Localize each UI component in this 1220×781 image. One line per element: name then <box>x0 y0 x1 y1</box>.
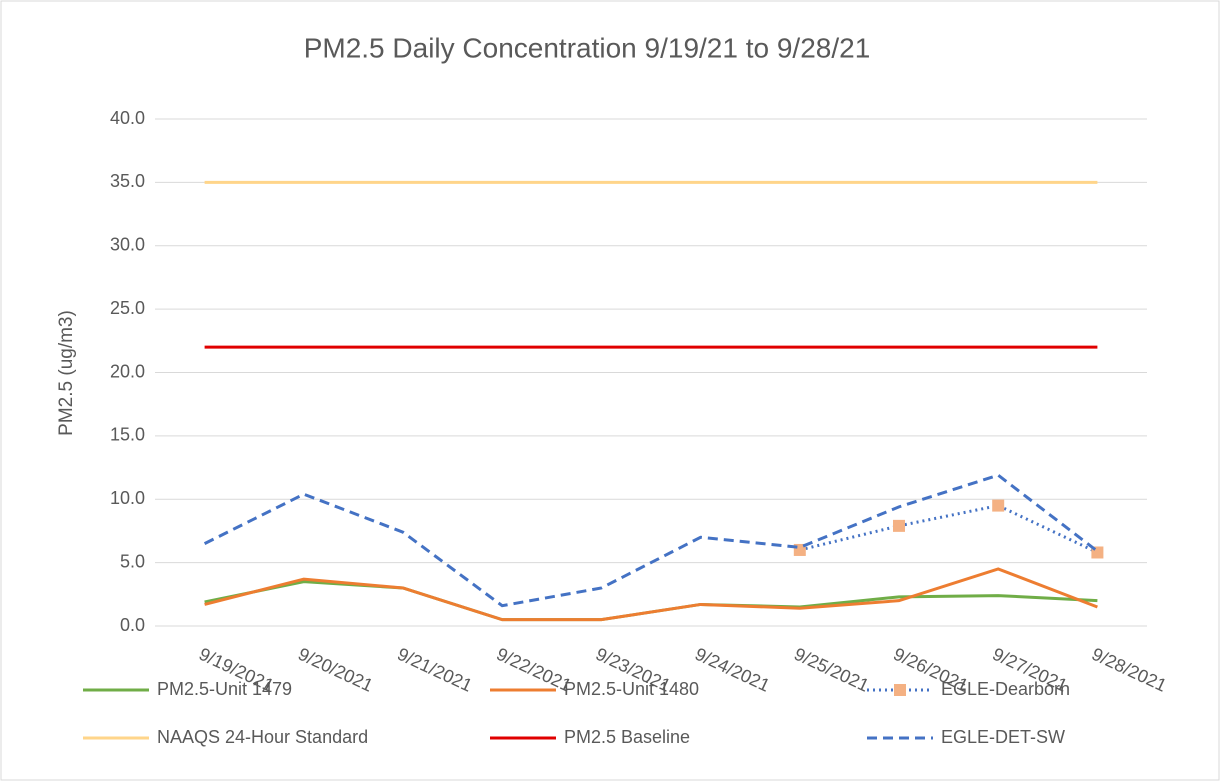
y-tick-label: 35.0 <box>110 171 145 191</box>
legend-label: PM2.5-Unit 1480 <box>564 679 699 699</box>
y-axis-label: PM2.5 (ug/m3) <box>56 310 77 436</box>
legend-label: PM2.5 Baseline <box>564 727 690 747</box>
y-tick-label: 30.0 <box>110 235 145 255</box>
legend-label: EGLE-DET-SW <box>941 727 1065 747</box>
series-line <box>203 473 1099 608</box>
y-tick-label: 25.0 <box>110 298 145 318</box>
legend-label: PM2.5-Unit 1479 <box>157 679 292 699</box>
legend-marker <box>894 684 906 696</box>
y-tick-label: 20.0 <box>110 361 145 381</box>
y-tick-label: 0.0 <box>120 615 145 635</box>
series-line <box>799 504 1099 554</box>
series-line <box>204 567 1098 622</box>
legend-label: NAAQS 24-Hour Standard <box>157 727 368 747</box>
legend-label: EGLE-Dearborn <box>941 679 1070 699</box>
y-tick-label: 40.0 <box>110 108 145 128</box>
y-tick-label: 15.0 <box>110 425 145 445</box>
y-tick-label: 10.0 <box>110 488 145 508</box>
series-marker <box>893 519 905 532</box>
series-marker <box>992 499 1005 512</box>
chart-title: PM2.5 Daily Concentration 9/19/21 to 9/2… <box>304 32 871 63</box>
y-tick-label: 5.0 <box>120 551 145 571</box>
